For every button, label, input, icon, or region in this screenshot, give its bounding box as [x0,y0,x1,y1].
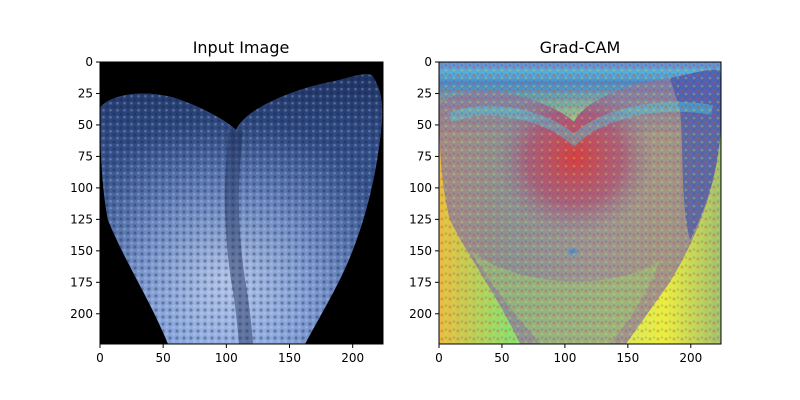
input-image-panel: Input Image 0 25 50 75 100 125 150 175 200 0 50 10… [70,38,384,365]
y-tick-label: 200 [409,307,432,321]
y-tick-label: 150 [70,244,93,258]
x-axis-ticks: 0 50 100 150 200 [96,344,364,365]
y-axis-ticks: 0 25 50 75 100 125 150 175 200 [70,55,100,321]
x-tick-label: 100 [553,351,576,365]
y-tick-label: 0 [85,55,93,69]
grad-cam-image [439,62,721,344]
y-tick-label: 75 [78,149,93,163]
chart-title: Input Image [193,38,290,57]
x-tick-label: 150 [616,351,639,365]
x-tick-label: 200 [341,351,364,365]
y-tick-label: 75 [417,149,432,163]
y-tick-label: 175 [409,275,432,289]
x-tick-label: 0 [96,351,104,365]
y-tick-label: 50 [417,118,432,132]
x-tick-label: 150 [278,351,301,365]
x-tick-label: 50 [494,351,509,365]
chart-title: Grad-CAM [540,38,621,57]
input-image [100,62,383,344]
x-tick-label: 100 [215,351,238,365]
x-axis-ticks: 0 50 100 150 200 [435,344,702,365]
x-tick-label: 200 [679,351,702,365]
x-tick-label: 0 [435,351,443,365]
y-axis-ticks: 0 25 50 75 100 125 150 175 200 [409,55,439,321]
y-tick-label: 200 [70,307,93,321]
y-tick-label: 50 [78,118,93,132]
y-tick-label: 100 [409,181,432,195]
y-tick-label: 150 [409,244,432,258]
y-tick-label: 0 [424,55,432,69]
y-tick-label: 125 [409,212,432,226]
y-tick-label: 175 [70,275,93,289]
grad-cam-panel: Grad-CAM 0 25 50 75 100 125 150 175 200 0 50 100 15… [409,38,722,365]
y-tick-label: 100 [70,181,93,195]
y-tick-label: 25 [417,86,432,100]
y-tick-label: 25 [78,86,93,100]
y-tick-label: 125 [70,212,93,226]
x-tick-label: 50 [156,351,171,365]
